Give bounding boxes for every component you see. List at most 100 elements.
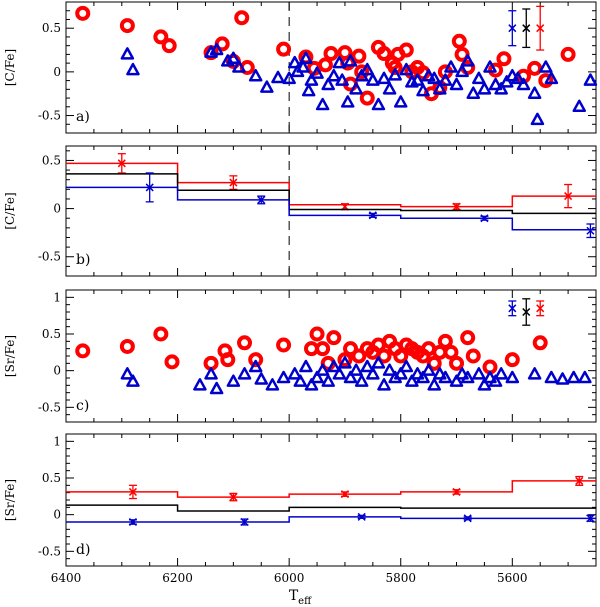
blue-triangle-point <box>287 55 302 69</box>
blue-triangle-point <box>438 73 453 86</box>
blue-triangle-point <box>377 378 391 391</box>
blue-triangle-point <box>321 77 335 91</box>
blue-triangle-point <box>315 97 330 111</box>
y-tick-label: 1 <box>53 434 61 448</box>
blue-triangle-point <box>310 370 324 384</box>
red-cross-mark <box>536 304 545 313</box>
blue-triangle-point <box>248 68 263 82</box>
red-circle-point <box>248 352 264 368</box>
blue-triangle-point <box>271 70 285 84</box>
blue-triangle-point <box>399 62 414 76</box>
red-cross-mark <box>575 476 584 485</box>
blue-triangle-point <box>427 71 441 85</box>
red-circle-point <box>326 330 342 346</box>
red-circle-point <box>309 326 325 342</box>
red-circle-point <box>465 348 481 364</box>
y-tick-label: 0.5 <box>42 471 61 485</box>
blue-triangle-point <box>530 112 545 126</box>
blue-triangle-point <box>416 83 430 97</box>
y-tick-label: 0.5 <box>42 153 61 167</box>
red-circle-point <box>337 352 353 368</box>
blue-triangle-point <box>335 73 349 86</box>
blue-triangle-point <box>120 367 135 380</box>
red-circle-point <box>164 354 180 370</box>
x-tick-label: 6400 <box>51 571 82 585</box>
red-circle-point <box>153 326 169 342</box>
blue-step-line <box>66 516 596 523</box>
blue-triangle-point <box>282 71 296 85</box>
blue-triangle-point <box>505 68 520 82</box>
blue-triangle-point <box>332 367 347 380</box>
red-circle-point <box>323 46 339 62</box>
panel-label: c) <box>76 398 89 414</box>
blue-triangle-point <box>455 367 469 380</box>
blue-triangle-point <box>421 68 436 82</box>
red-circle-point <box>359 90 375 106</box>
red-circle-point <box>276 337 292 353</box>
blue-triangle-point <box>477 378 492 391</box>
panel-3: -0.5 0 0.5 1 [Sr/Fe] c) <box>3 289 597 423</box>
red-cross-mark <box>452 487 461 496</box>
blue-triangle-point <box>427 378 441 391</box>
blue-triangle-point <box>254 372 269 385</box>
panel-4: -0.5 0 0.5 1 [Sr/Fe] d) 6400 6200 6000 5800 5600 <box>3 433 597 585</box>
y-axis-title: [Sr/Fe] <box>3 479 17 521</box>
blue-triangle-point <box>265 378 280 391</box>
blue-triangle-point <box>232 60 246 73</box>
blue-triangle-point <box>488 77 503 91</box>
red-cross-mark <box>128 487 137 496</box>
blue-cross-mark <box>368 211 377 220</box>
red-circle-point <box>398 42 414 58</box>
blue-triangle-point <box>583 73 598 86</box>
blue-triangle-point <box>209 42 224 56</box>
blue-triangle-point <box>544 370 559 384</box>
blue-triangle-point <box>193 378 207 391</box>
blue-triangle-point <box>332 55 347 69</box>
plot-frame <box>65 433 597 567</box>
red-circle-point <box>75 343 91 359</box>
blue-triangle-point <box>260 80 274 93</box>
panel-label: b) <box>76 252 90 268</box>
black-cross-mark <box>522 307 531 317</box>
blue-cross-mark <box>257 195 266 204</box>
blue-triangle-point <box>126 62 140 76</box>
blue-triangle-point <box>226 374 241 387</box>
blue-triangle-point <box>120 47 135 60</box>
red-circle-point <box>119 338 135 354</box>
red-circle-point <box>443 344 459 360</box>
blue-triangle-point <box>483 370 497 384</box>
y-tick-label: -0.5 <box>38 109 61 123</box>
panel-2: -0.5 0 0.5 [C/Fe] b) <box>3 145 597 277</box>
red-circle-point <box>560 46 576 62</box>
blue-triangle-point <box>516 77 531 91</box>
blue-triangle-point <box>327 359 341 373</box>
blue-triangle-point <box>237 367 252 380</box>
blue-triangle-point <box>343 370 358 384</box>
y-tick-label: 0 <box>53 364 61 378</box>
blue-triangle-point <box>366 73 380 86</box>
blue-triangle-point <box>566 370 581 384</box>
blue-triangle-point <box>416 370 430 384</box>
blue-triangle-point <box>449 77 464 91</box>
red-circle-point <box>220 352 236 368</box>
blue-triangle-point <box>399 359 414 373</box>
blue-triangle-point <box>388 68 402 81</box>
blue-triangle-point <box>338 356 352 369</box>
y-tick-label: -0.5 <box>38 250 61 264</box>
blue-triangle-point <box>466 86 481 99</box>
red-cross-mark <box>452 202 461 211</box>
blue-cross-mark <box>508 24 517 33</box>
red-circle-point <box>449 355 465 371</box>
blue-cross-mark <box>128 517 137 527</box>
y-axis-title: [Sr/Fe] <box>3 335 17 377</box>
blue-triangle-point <box>488 374 503 387</box>
red-cross-mark <box>229 178 238 187</box>
red-circle-point <box>351 48 367 64</box>
blue-triangle-point <box>472 71 486 85</box>
panel-label: d) <box>76 542 90 558</box>
y-tick-label: 0 <box>53 65 61 79</box>
blue-triangle-point <box>310 66 324 79</box>
blue-triangle-point <box>572 99 587 113</box>
blue-triangle-point <box>299 359 313 373</box>
blue-triangle-point <box>494 367 508 380</box>
